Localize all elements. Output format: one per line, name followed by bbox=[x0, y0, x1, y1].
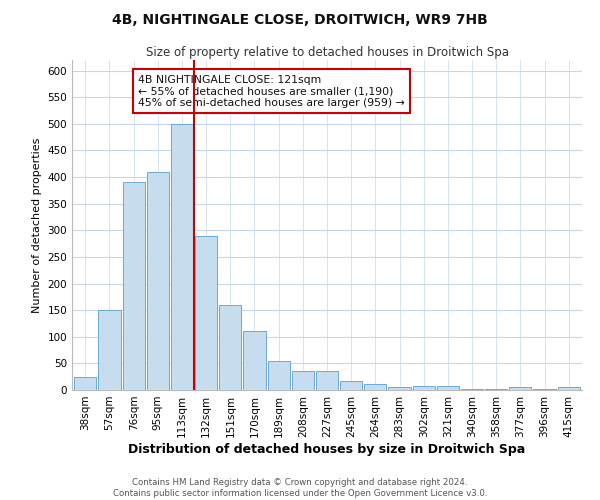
Bar bbox=[437, 386, 459, 390]
Bar bbox=[74, 376, 97, 390]
Bar bbox=[413, 386, 435, 390]
X-axis label: Distribution of detached houses by size in Droitwich Spa: Distribution of detached houses by size … bbox=[128, 442, 526, 456]
Text: 4B, NIGHTINGALE CLOSE, DROITWICH, WR9 7HB: 4B, NIGHTINGALE CLOSE, DROITWICH, WR9 7H… bbox=[112, 12, 488, 26]
Bar bbox=[195, 236, 217, 390]
Bar bbox=[533, 389, 556, 390]
Y-axis label: Number of detached properties: Number of detached properties bbox=[32, 138, 42, 312]
Bar bbox=[122, 182, 145, 390]
Bar bbox=[146, 172, 169, 390]
Bar bbox=[509, 388, 532, 390]
Title: Size of property relative to detached houses in Droitwich Spa: Size of property relative to detached ho… bbox=[146, 46, 509, 59]
Text: 4B NIGHTINGALE CLOSE: 121sqm
← 55% of detached houses are smaller (1,190)
45% of: 4B NIGHTINGALE CLOSE: 121sqm ← 55% of de… bbox=[139, 75, 405, 108]
Bar bbox=[364, 384, 386, 390]
Bar bbox=[388, 388, 410, 390]
Text: Contains HM Land Registry data © Crown copyright and database right 2024.
Contai: Contains HM Land Registry data © Crown c… bbox=[113, 478, 487, 498]
Bar bbox=[98, 310, 121, 390]
Bar bbox=[557, 388, 580, 390]
Bar bbox=[171, 124, 193, 390]
Bar bbox=[485, 389, 508, 390]
Bar bbox=[340, 381, 362, 390]
Bar bbox=[292, 372, 314, 390]
Bar bbox=[244, 332, 266, 390]
Bar bbox=[316, 372, 338, 390]
Bar bbox=[268, 360, 290, 390]
Bar bbox=[219, 305, 241, 390]
Bar bbox=[461, 389, 483, 390]
